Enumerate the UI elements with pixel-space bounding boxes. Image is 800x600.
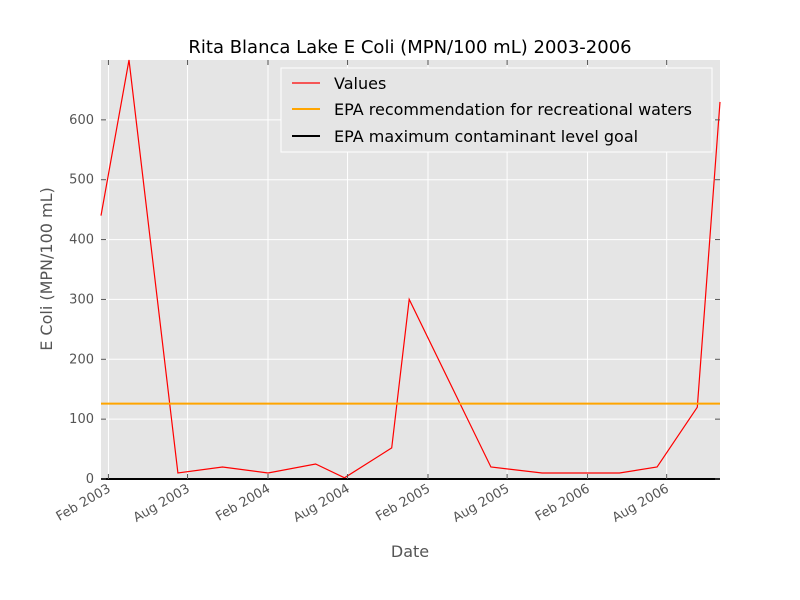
x-tick-label: Aug 2003: [131, 481, 193, 525]
grid: [101, 60, 720, 480]
legend-label-epa-recreational: EPA recommendation for recreational wate…: [334, 100, 692, 119]
legend-label-values: Values: [334, 74, 386, 93]
x-tick-label: Aug 2004: [291, 481, 353, 525]
legend-box: [280, 67, 713, 153]
x-tick-label: Aug 2006: [610, 481, 672, 525]
y-tick-label: 100: [69, 412, 94, 427]
legend: Values EPA recommendation for recreation…: [280, 67, 713, 153]
y-tick-label: 200: [69, 352, 94, 367]
y-tick-label: 600: [69, 113, 94, 128]
y-tick-label: 300: [69, 292, 94, 307]
x-tick-label: Feb 2003: [54, 481, 114, 524]
y-tick-label: 0: [86, 472, 94, 487]
series-line-values: [100, 59, 721, 479]
y-tick-label: 400: [69, 233, 94, 248]
x-tick-label: Aug 2005: [450, 481, 512, 525]
series-layer: [100, 59, 721, 480]
legend-label-epa-mclg: EPA maximum contaminant level goal: [334, 127, 638, 146]
y-tick-label: 500: [69, 173, 94, 188]
x-tick-label: Feb 2006: [533, 481, 593, 524]
x-tick-label: Feb 2004: [213, 481, 273, 524]
chart-title: Rita Blanca Lake E Coli (MPN/100 mL) 200…: [188, 37, 631, 58]
y-axis-label: E Coli (MPN/100 mL): [37, 187, 56, 351]
x-tick-label: Feb 2005: [373, 481, 433, 524]
x-axis-label: Date: [391, 542, 429, 561]
